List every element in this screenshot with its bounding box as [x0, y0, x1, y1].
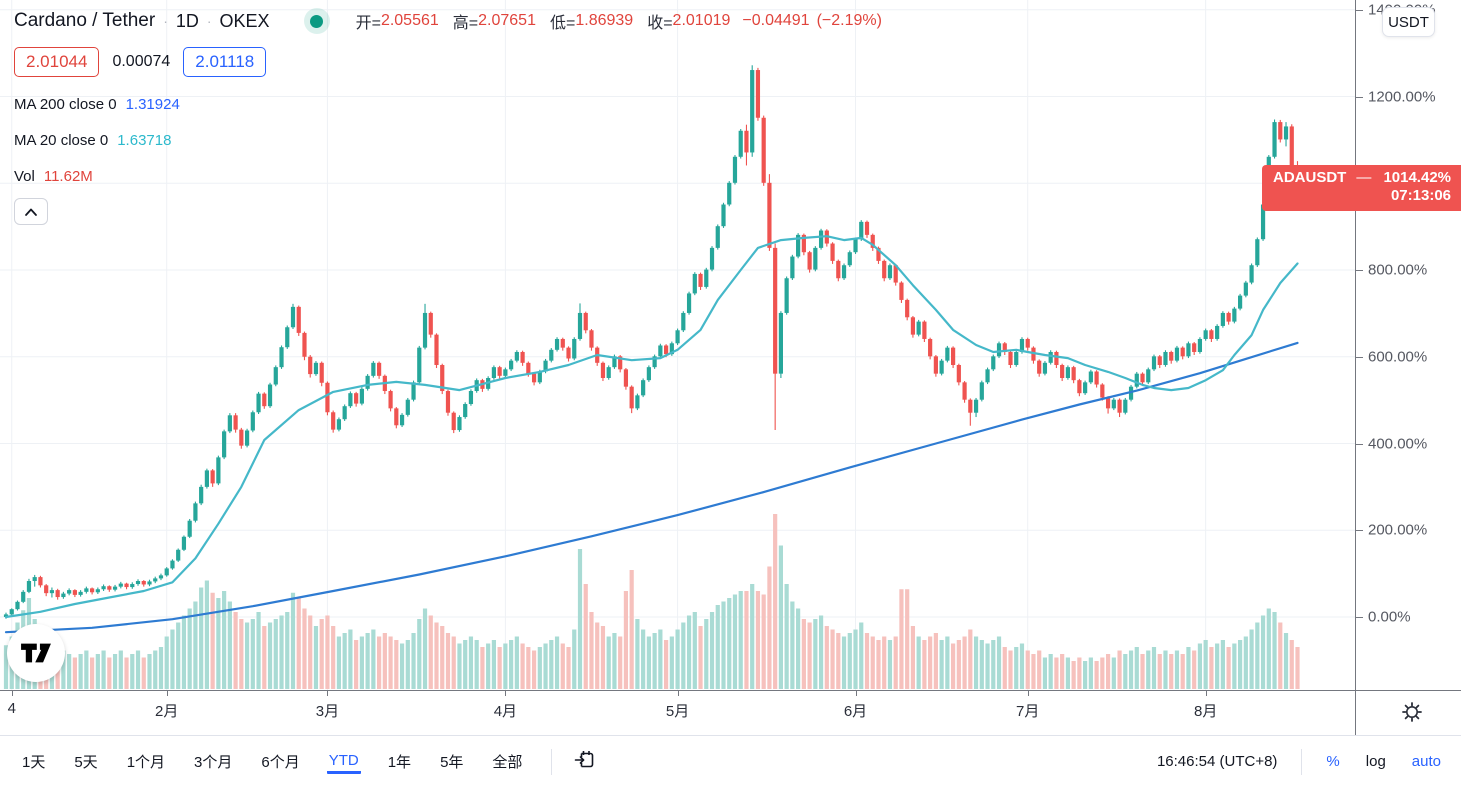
clock-timezone[interactable]: 16:46:54 (UTC+8): [1156, 753, 1278, 770]
tradingview-logo-icon: [21, 643, 51, 663]
range-button-5年[interactable]: 5年: [440, 754, 464, 771]
time-tick-mark: [1205, 691, 1207, 696]
range-button-YTD[interactable]: YTD: [326, 749, 361, 774]
bottom-toolbar: 1天 5天 1个月 3个月 6个月 YTD 1年 5年 全部 16:46:54 (UTC+8) …: [0, 735, 1461, 787]
spread-value: 0.00074: [112, 53, 171, 70]
time-tick-mark: [855, 691, 857, 696]
ma20-name: MA 20 close 0: [14, 132, 109, 149]
percent-scale-toggle[interactable]: %: [1326, 753, 1340, 770]
time-tick-label: 8月: [1193, 703, 1218, 720]
go-to-date-icon: [575, 750, 594, 767]
range-button-1天[interactable]: 1天: [22, 754, 46, 771]
time-tick-label: 3月: [315, 703, 340, 720]
range-button-1个月[interactable]: 1个月: [126, 754, 166, 771]
time-tick-label: 2月: [155, 703, 179, 720]
time-tick-mark: [677, 691, 679, 696]
price-tick-label: 400.00%: [1368, 435, 1428, 452]
range-button-5天[interactable]: 5天: [74, 754, 98, 771]
time-axis[interactable]: 4 2月 3月 4月 5月 6月 7月 8月: [0, 690, 1355, 735]
ask-price-box[interactable]: 2.01118: [183, 47, 267, 77]
open-label: 开=: [355, 15, 381, 32]
price-label-dash: —: [1356, 168, 1372, 186]
range-button-3个月[interactable]: 3个月: [194, 754, 233, 771]
exchange-label: OKEX: [219, 10, 270, 31]
range-button-全部[interactable]: 全部: [492, 754, 523, 771]
low-value: 1.86939: [575, 12, 634, 29]
time-tick-label: 5月: [665, 703, 690, 720]
current-price-label: ADAUSDT — 1014.42% 07:13:06: [1262, 164, 1461, 211]
time-tick-mark: [327, 691, 329, 696]
change-value: −0.04491: [742, 12, 810, 29]
price-tick-label: 200.00%: [1368, 521, 1428, 539]
date-range-buttons: 1天 5天 1个月 3个月 6个月 YTD 1年 5年 全部: [20, 748, 549, 775]
open-value: 2.05561: [380, 12, 439, 29]
ma200-name: MA 200 close 0: [14, 96, 117, 113]
symbol-title-row: Cardano / Tether · 1D · OKEX 开= 2.05561 高…: [14, 8, 882, 34]
price-tick-label: 1200.00%: [1368, 88, 1436, 105]
bid-price-box[interactable]: 2.01044: [14, 47, 100, 77]
price-tick-label: 0.00%: [1368, 608, 1411, 626]
interval-button[interactable]: 1D: [175, 10, 199, 31]
currency-unit-button[interactable]: USDT: [1382, 7, 1435, 37]
scales-settings-button[interactable]: [1398, 699, 1426, 727]
price-label-symbol: ADAUSDT: [1273, 168, 1347, 186]
price-axis[interactable]: USDT 1400.00%1200.00%1000.00%800.00%600.…: [1355, 0, 1461, 690]
price-pane[interactable]: Cardano / Tether · 1D · OKEX 开= 2.05561 高…: [0, 0, 1355, 690]
market-status-dot: [303, 8, 330, 34]
chart-legend: Cardano / Tether · 1D · OKEX 开= 2.05561 高…: [14, 8, 882, 225]
toolbar-divider: [551, 748, 553, 775]
symbol-title[interactable]: Cardano / Tether: [14, 10, 156, 31]
go-to-date-button[interactable]: [572, 747, 599, 777]
close-label: 收=: [647, 15, 673, 32]
tradingview-logo[interactable]: [7, 624, 65, 682]
price-tick-mark: [1356, 96, 1363, 98]
change-percent: (−2.19%): [816, 12, 882, 29]
time-tick-mark: [166, 691, 168, 696]
volume-value: 11.62M: [43, 168, 93, 185]
time-tick-mark: [1027, 691, 1029, 696]
price-label-value: 1014.42%: [1383, 168, 1451, 186]
price-tick-mark: [1356, 617, 1363, 618]
price-tick-label: 800.00%: [1368, 261, 1428, 279]
auto-scale-toggle[interactable]: auto: [1411, 753, 1441, 770]
time-tick-mark: [505, 691, 507, 696]
price-tick-mark: [1356, 443, 1363, 445]
settings-gear-icon: [1402, 701, 1422, 722]
price-tick-mark: [1356, 356, 1363, 358]
time-tick-label: 6月: [843, 703, 868, 720]
indicator-ma200-row[interactable]: MA 200 close 0 1.31924: [14, 96, 882, 113]
time-tick-mark: [11, 691, 13, 696]
time-tick-label: 4月: [493, 703, 518, 720]
chevron-up-icon: [25, 208, 37, 216]
high-value: 2.07651: [478, 12, 536, 29]
price-tick-mark: [1356, 270, 1363, 271]
collapse-legend-button[interactable]: [14, 198, 48, 225]
toolbar-right-group: 16:46:54 (UTC+8) % log auto: [1156, 748, 1441, 775]
log-scale-toggle[interactable]: log: [1365, 753, 1386, 770]
chart-canvas[interactable]: [0, 0, 1355, 690]
quote-row: 2.01044 0.00074 2.01118: [14, 47, 882, 77]
volume-label: Vol: [14, 168, 35, 185]
indicator-ma20-row[interactable]: MA 20 close 0 1.63718: [14, 132, 882, 149]
time-tick-label: 7月: [1016, 703, 1040, 720]
ma20-value: 1.63718: [117, 132, 172, 149]
toolbar-divider: [1301, 748, 1303, 775]
high-label: 高=: [452, 15, 479, 32]
price-label-countdown: 07:13:06: [1390, 186, 1451, 204]
price-tick-mark: [1356, 530, 1363, 532]
axis-corner: [1355, 690, 1461, 735]
price-tick-label: 600.00%: [1368, 348, 1428, 366]
price-tick-mark: [1356, 9, 1363, 11]
ma200-value: 1.31924: [125, 96, 180, 113]
ohlc-readout: 开= 2.05561 高= 2.07651 低= 1.86939 收= 2.01019 …: [356, 9, 882, 33]
close-value: 2.01019: [672, 12, 731, 29]
title-separator: ·: [163, 13, 168, 29]
low-label: 低=: [549, 15, 576, 32]
volume-row[interactable]: Vol 11.62M: [14, 168, 882, 185]
time-tick-label: 4: [7, 700, 16, 717]
range-button-6个月[interactable]: 6个月: [261, 754, 300, 771]
title-separator: ·: [206, 13, 212, 29]
range-button-1年[interactable]: 1年: [387, 754, 412, 771]
